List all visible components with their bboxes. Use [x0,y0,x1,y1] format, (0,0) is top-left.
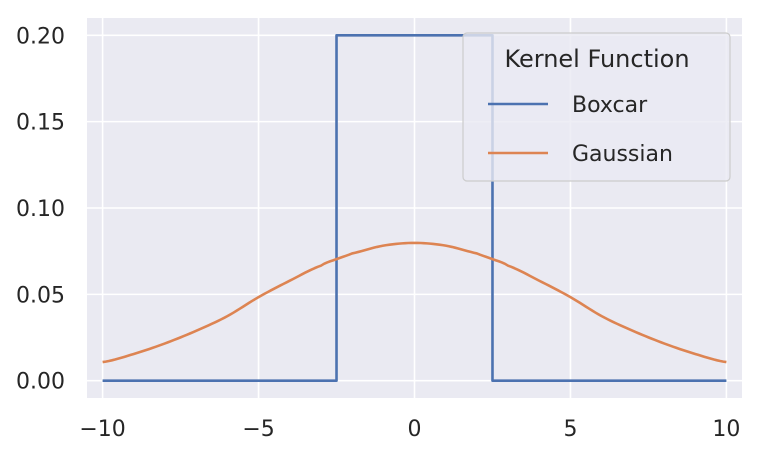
x-tick-label: 5 [563,417,577,442]
legend: Kernel Function Boxcar Gaussian [462,32,731,182]
y-tick-label: 0.00 [16,370,65,395]
tick-labels: −10 −5 0 5 10 0.00 0.05 0.10 0.15 0.20 [16,24,740,442]
series-layer [102,33,727,383]
x-tick-label: −10 [79,417,125,442]
legend-box [462,32,731,182]
x-tick-label: −5 [242,417,274,442]
x-tick-label: 0 [408,417,422,442]
y-tick-label: 0.05 [16,283,65,308]
y-tick-label: 0.10 [16,197,65,222]
legend-title: Kernel Function [504,45,689,73]
y-tick-label: 0.20 [16,24,65,49]
y-tick-label: 0.15 [16,111,65,136]
legend-label-boxcar: Boxcar [572,93,648,118]
x-tick-label: 10 [712,417,740,442]
series-line-gaussian [102,241,727,364]
legend-label-gaussian: Gaussian [572,142,673,167]
series-line-boxcar [102,33,727,383]
